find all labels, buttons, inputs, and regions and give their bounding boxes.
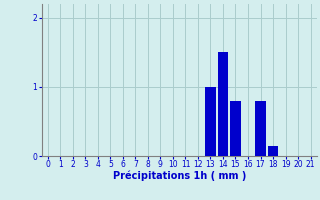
X-axis label: Précipitations 1h ( mm ): Précipitations 1h ( mm ) <box>113 171 246 181</box>
Bar <box>230 101 241 156</box>
Bar <box>218 52 228 156</box>
Bar <box>205 87 216 156</box>
Bar <box>255 101 266 156</box>
Bar <box>268 146 278 156</box>
